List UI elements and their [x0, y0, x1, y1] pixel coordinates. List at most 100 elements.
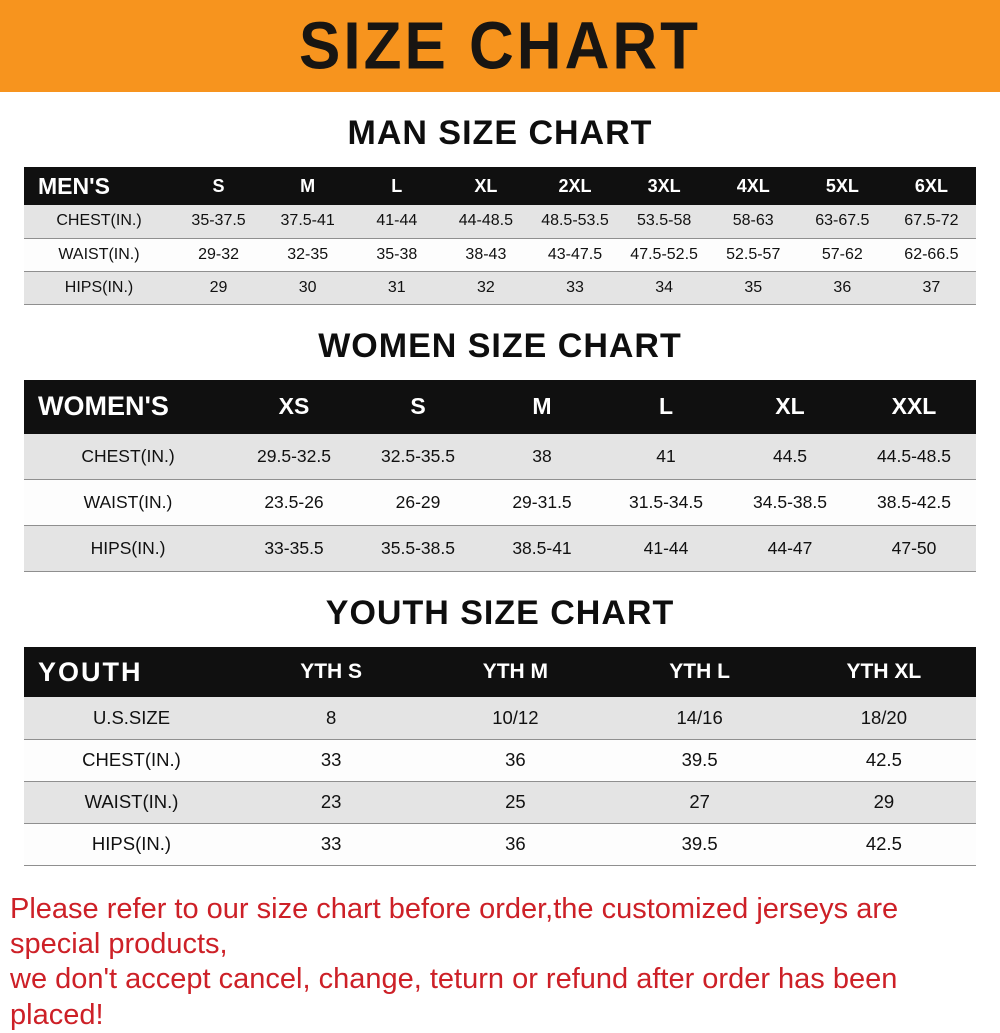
- size-value-cell: 37: [887, 271, 976, 304]
- size-value-cell: 18/20: [792, 697, 976, 739]
- column-header: XL: [441, 167, 530, 205]
- row-label: HIPS(IN.): [24, 526, 232, 572]
- size-value-cell: 26-29: [356, 480, 480, 526]
- column-header: 3XL: [620, 167, 709, 205]
- column-header: YTH L: [608, 647, 792, 697]
- column-header: S: [356, 380, 480, 434]
- row-label: WAIST(IN.): [24, 238, 174, 271]
- size-value-cell: 23.5-26: [232, 480, 356, 526]
- table-header-label: MEN'S: [24, 167, 174, 205]
- size-value-cell: 41: [604, 434, 728, 480]
- column-header: 4XL: [709, 167, 798, 205]
- size-value-cell: 44.5-48.5: [852, 434, 976, 480]
- column-header: XS: [232, 380, 356, 434]
- size-value-cell: 44-47: [728, 526, 852, 572]
- column-header: 5XL: [798, 167, 887, 205]
- column-header: M: [480, 380, 604, 434]
- size-value-cell: 42.5: [792, 823, 976, 865]
- size-value-cell: 38.5-41: [480, 526, 604, 572]
- size-value-cell: 41-44: [604, 526, 728, 572]
- size-value-cell: 34.5-38.5: [728, 480, 852, 526]
- size-value-cell: 39.5: [608, 823, 792, 865]
- size-value-cell: 62-66.5: [887, 238, 976, 271]
- size-value-cell: 14/16: [608, 697, 792, 739]
- size-value-cell: 58-63: [709, 205, 798, 238]
- size-value-cell: 35: [709, 271, 798, 304]
- size-value-cell: 33: [530, 271, 619, 304]
- column-header: S: [174, 167, 263, 205]
- disclaimer-line-1: Please refer to our size chart before or…: [10, 892, 990, 963]
- size-value-cell: 43-47.5: [530, 238, 619, 271]
- size-value-cell: 10/12: [423, 697, 607, 739]
- size-value-cell: 52.5-57: [709, 238, 798, 271]
- size-value-cell: 8: [239, 697, 423, 739]
- row-label: U.S.SIZE: [24, 697, 239, 739]
- table-header-label: WOMEN'S: [24, 380, 232, 434]
- youth-chart-title: YOUTH SIZE CHART: [0, 594, 1000, 633]
- column-header: 2XL: [530, 167, 619, 205]
- size-value-cell: 29: [174, 271, 263, 304]
- size-value-cell: 38-43: [441, 238, 530, 271]
- size-value-cell: 32-35: [263, 238, 352, 271]
- size-value-cell: 27: [608, 781, 792, 823]
- size-value-cell: 33: [239, 823, 423, 865]
- size-value-cell: 29-31.5: [480, 480, 604, 526]
- column-header: XL: [728, 380, 852, 434]
- table-header-label: YOUTH: [24, 647, 239, 697]
- size-value-cell: 23: [239, 781, 423, 823]
- column-header: YTH M: [423, 647, 607, 697]
- size-value-cell: 32: [441, 271, 530, 304]
- size-value-cell: 32.5-35.5: [356, 434, 480, 480]
- women-chart-title: WOMEN SIZE CHART: [0, 327, 1000, 366]
- size-value-cell: 33-35.5: [232, 526, 356, 572]
- size-value-cell: 31.5-34.5: [604, 480, 728, 526]
- man-chart-title: MAN SIZE CHART: [0, 114, 1000, 153]
- column-header: 6XL: [887, 167, 976, 205]
- size-value-cell: 41-44: [352, 205, 441, 238]
- size-value-cell: 38.5-42.5: [852, 480, 976, 526]
- column-header: L: [352, 167, 441, 205]
- size-value-cell: 25: [423, 781, 607, 823]
- size-value-cell: 35-38: [352, 238, 441, 271]
- size-value-cell: 67.5-72: [887, 205, 976, 238]
- disclaimer: Please refer to our size chart before or…: [10, 892, 990, 1033]
- row-label: CHEST(IN.): [24, 205, 174, 238]
- row-label: CHEST(IN.): [24, 739, 239, 781]
- size-value-cell: 53.5-58: [620, 205, 709, 238]
- size-value-cell: 47.5-52.5: [620, 238, 709, 271]
- size-value-cell: 39.5: [608, 739, 792, 781]
- size-value-cell: 44-48.5: [441, 205, 530, 238]
- size-value-cell: 44.5: [728, 434, 852, 480]
- row-label: HIPS(IN.): [24, 271, 174, 304]
- row-label: WAIST(IN.): [24, 781, 239, 823]
- size-value-cell: 47-50: [852, 526, 976, 572]
- size-value-cell: 36: [423, 823, 607, 865]
- column-header: YTH S: [239, 647, 423, 697]
- size-value-cell: 38: [480, 434, 604, 480]
- size-value-cell: 36: [798, 271, 887, 304]
- column-header: M: [263, 167, 352, 205]
- column-header: L: [604, 380, 728, 434]
- size-value-cell: 30: [263, 271, 352, 304]
- column-header: XXL: [852, 380, 976, 434]
- size-value-cell: 42.5: [792, 739, 976, 781]
- disclaimer-line-2: we don't accept cancel, change, teturn o…: [10, 962, 990, 1033]
- size-value-cell: 35-37.5: [174, 205, 263, 238]
- size-value-cell: 37.5-41: [263, 205, 352, 238]
- size-value-cell: 29: [792, 781, 976, 823]
